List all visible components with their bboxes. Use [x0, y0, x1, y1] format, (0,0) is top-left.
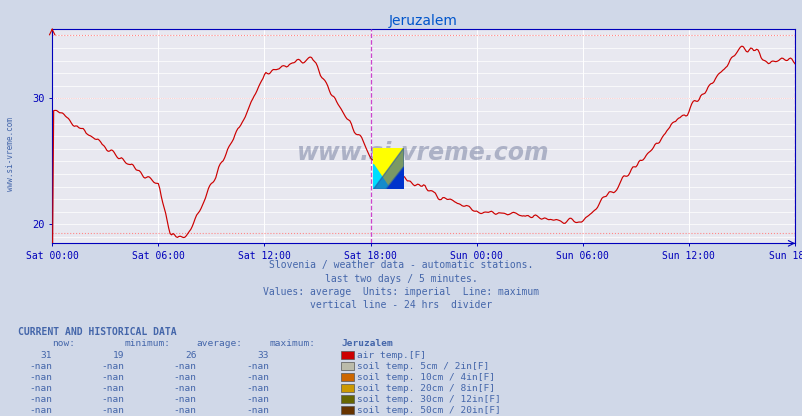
Polygon shape [385, 166, 403, 189]
Text: -nan: -nan [245, 384, 269, 393]
Text: soil temp. 5cm / 2in[F]: soil temp. 5cm / 2in[F] [357, 362, 489, 371]
Text: soil temp. 30cm / 12in[F]: soil temp. 30cm / 12in[F] [357, 395, 500, 404]
Text: -nan: -nan [173, 395, 196, 404]
Text: now:: now: [52, 339, 75, 348]
Text: -nan: -nan [29, 406, 52, 415]
Text: -nan: -nan [101, 395, 124, 404]
Polygon shape [373, 148, 403, 189]
Text: -nan: -nan [101, 362, 124, 371]
Text: Values: average  Units: imperial  Line: maximum: Values: average Units: imperial Line: ma… [263, 287, 539, 297]
Text: 26: 26 [185, 351, 196, 360]
Text: -nan: -nan [101, 406, 124, 415]
Text: 33: 33 [257, 351, 269, 360]
Text: -nan: -nan [101, 373, 124, 382]
Text: average:: average: [196, 339, 242, 348]
Text: -nan: -nan [245, 362, 269, 371]
Text: -nan: -nan [173, 406, 196, 415]
Text: -nan: -nan [29, 384, 52, 393]
Text: -nan: -nan [173, 373, 196, 382]
Text: soil temp. 50cm / 20in[F]: soil temp. 50cm / 20in[F] [357, 406, 500, 415]
Text: 31: 31 [41, 351, 52, 360]
Text: maximum:: maximum: [269, 339, 314, 348]
Text: -nan: -nan [245, 406, 269, 415]
Text: CURRENT AND HISTORICAL DATA: CURRENT AND HISTORICAL DATA [18, 327, 176, 337]
Text: www.si-vreme.com: www.si-vreme.com [297, 141, 549, 166]
Text: last two days / 5 minutes.: last two days / 5 minutes. [325, 274, 477, 284]
Text: -nan: -nan [173, 362, 196, 371]
Text: -nan: -nan [29, 362, 52, 371]
Text: soil temp. 20cm / 8in[F]: soil temp. 20cm / 8in[F] [357, 384, 495, 393]
Polygon shape [373, 164, 390, 189]
Text: -nan: -nan [29, 395, 52, 404]
Text: 19: 19 [113, 351, 124, 360]
Text: -nan: -nan [245, 395, 269, 404]
Text: www.si-vreme.com: www.si-vreme.com [6, 117, 15, 191]
Text: Jeruzalem: Jeruzalem [341, 339, 392, 348]
Text: vertical line - 24 hrs  divider: vertical line - 24 hrs divider [310, 300, 492, 310]
Text: -nan: -nan [29, 373, 52, 382]
Polygon shape [373, 148, 403, 189]
Text: air temp.[F]: air temp.[F] [357, 351, 426, 360]
Text: -nan: -nan [245, 373, 269, 382]
Title: Jeruzalem: Jeruzalem [389, 14, 457, 28]
Text: soil temp. 10cm / 4in[F]: soil temp. 10cm / 4in[F] [357, 373, 495, 382]
Text: Slovenia / weather data - automatic stations.: Slovenia / weather data - automatic stat… [269, 260, 533, 270]
Text: -nan: -nan [173, 384, 196, 393]
Text: minimum:: minimum: [124, 339, 170, 348]
Text: -nan: -nan [101, 384, 124, 393]
